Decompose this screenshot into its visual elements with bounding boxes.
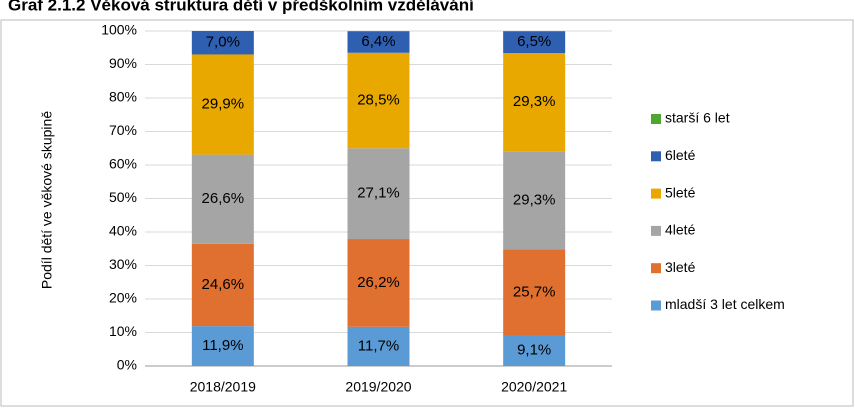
bar-segment — [191, 326, 254, 366]
data-label: 29,9% — [202, 96, 245, 113]
y-tick-label: 80% — [109, 89, 137, 105]
chart-border — [0, 19, 854, 407]
bar-segment — [191, 31, 254, 55]
y-tick-label: 90% — [109, 55, 137, 71]
bar-segment — [503, 335, 566, 366]
bar-segment — [503, 151, 566, 250]
data-label: 29,3% — [513, 93, 556, 110]
y-tick-label: 0% — [117, 357, 137, 373]
x-tick-label: 2020/2021 — [501, 379, 567, 395]
y-tick-label: 50% — [109, 189, 137, 205]
data-label: 9,1% — [517, 342, 551, 359]
data-label: 25,7% — [513, 283, 556, 300]
data-label: 26,6% — [202, 190, 245, 207]
bar-segment — [191, 243, 254, 327]
legend-swatch — [651, 151, 661, 162]
bar-segment — [347, 326, 410, 366]
y-tick-label: 20% — [109, 290, 137, 306]
data-label: 24,6% — [202, 276, 245, 293]
legend-swatch — [651, 300, 661, 311]
data-label: 29,3% — [513, 191, 556, 208]
data-label: 6,5% — [517, 33, 551, 50]
x-tick-label: 2019/2020 — [345, 379, 411, 395]
legend-label: mladší 3 let celkem — [665, 296, 785, 312]
data-label: 26,2% — [357, 274, 400, 291]
data-label: 28,5% — [357, 91, 400, 108]
y-tick-label: 60% — [109, 156, 137, 172]
y-tick-label: 70% — [109, 122, 137, 138]
legend-label: 6leté — [665, 147, 696, 163]
bar-segment — [503, 53, 566, 152]
y-tick-label: 40% — [109, 223, 137, 239]
chart-title: Graf 2.1.2 Věková struktura dětí v předš… — [8, 0, 475, 14]
bar-segment — [503, 31, 566, 54]
bar-segment — [191, 154, 254, 244]
x-tick-label: 2018/2019 — [190, 379, 256, 395]
legend-swatch — [651, 263, 661, 274]
y-axis-label: Podíl dětí ve věkové skupině — [39, 111, 55, 289]
bar-segment — [347, 31, 410, 53]
legend-swatch — [651, 114, 661, 124]
legend-label: 5leté — [665, 184, 696, 200]
bar-segment — [347, 239, 410, 327]
bar-segment — [191, 54, 254, 155]
legend-label: 4leté — [665, 222, 696, 238]
data-label: 11,9% — [202, 337, 243, 354]
bar-segment — [347, 148, 410, 240]
y-tick-label: 30% — [109, 256, 137, 272]
y-tick-label: 100% — [101, 22, 137, 38]
bar-segment — [347, 52, 410, 149]
legend-swatch — [651, 225, 661, 236]
data-label: 6,4% — [361, 33, 395, 50]
y-tick-label: 10% — [109, 323, 137, 339]
data-label: 11,7% — [358, 337, 399, 354]
legend-label: starší 6 let — [665, 110, 730, 126]
data-label: 27,1% — [357, 185, 400, 202]
data-label: 7,0% — [206, 34, 240, 51]
bar-segment — [503, 249, 566, 336]
legend-label: 3leté — [665, 259, 696, 275]
legend-swatch — [651, 188, 661, 199]
